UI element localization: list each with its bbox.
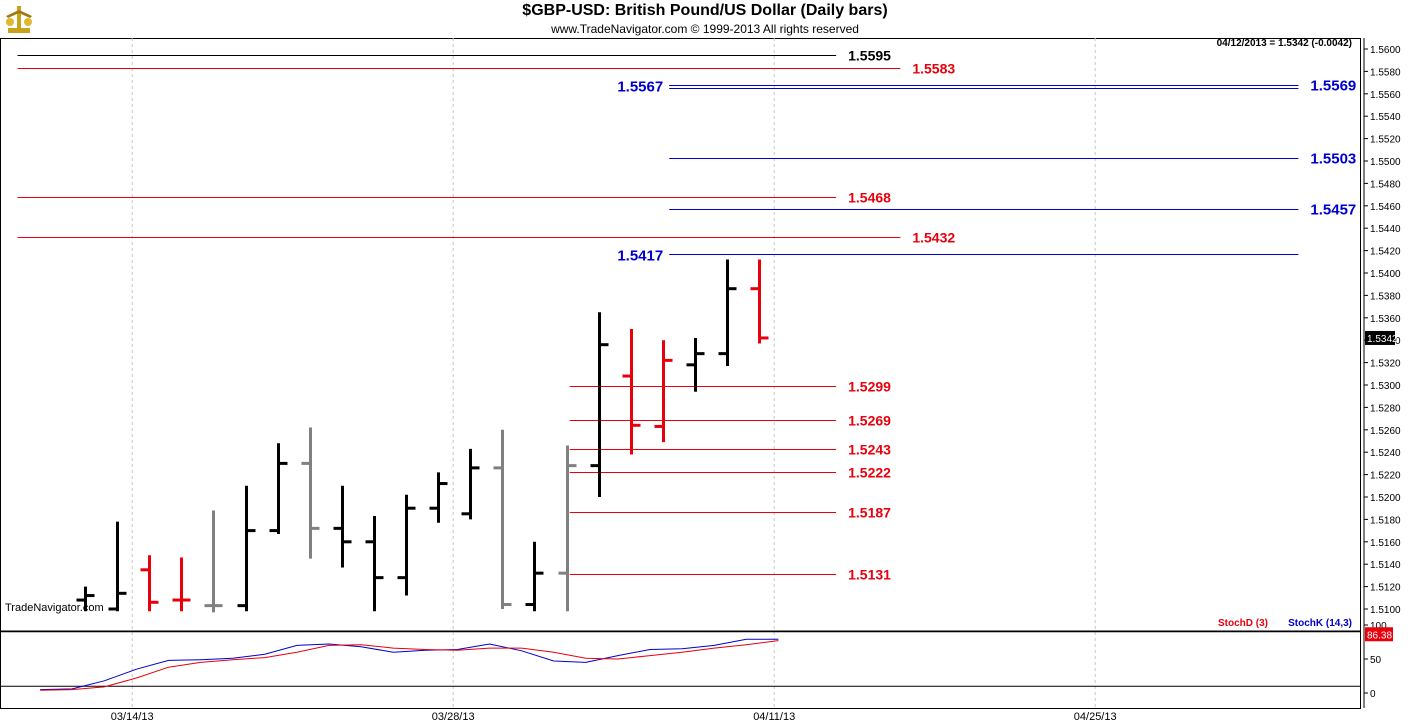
price-tick-label: 1.5380 <box>1370 291 1401 302</box>
level-label: 1.5503 <box>1310 151 1356 168</box>
last-price-label: 1.5342 <box>1367 334 1398 345</box>
ohlc-bar <box>558 445 577 612</box>
price-tick-label: 1.5600 <box>1370 45 1401 56</box>
chart-frame <box>0 38 1361 709</box>
stoch-last-value-box <box>1365 627 1393 642</box>
price-tick-label: 1.5160 <box>1370 538 1401 549</box>
ohlc-bar <box>654 340 673 443</box>
price-tick-label: 1.5180 <box>1370 515 1401 526</box>
ohlc-bar <box>76 586 95 612</box>
price-tick-label: 1.5400 <box>1370 269 1401 280</box>
last-quote: 04/12/2013 = 1.5342 (-0.0042) <box>1217 38 1352 49</box>
stoch-k-line <box>40 638 779 691</box>
level-label: 1.5567 <box>617 79 663 96</box>
price-tick-label: 1.5420 <box>1370 247 1401 258</box>
stoch-d-line <box>40 640 779 691</box>
chart-subtitle: www.TradeNavigator.com © 1999-2013 All r… <box>551 22 859 36</box>
stoch-tick-label: 50 <box>1370 655 1382 666</box>
level-label: 1.5468 <box>848 190 891 206</box>
stoch-k-legend: StochK (14,3) <box>1288 618 1352 629</box>
price-tick-label: 1.5560 <box>1370 90 1401 101</box>
ohlc-bar <box>140 555 159 612</box>
level-label: 1.5569 <box>1310 78 1356 95</box>
price-tick-label: 1.5100 <box>1370 605 1401 616</box>
level-label: 1.5457 <box>1310 202 1356 219</box>
price-tick-label: 1.5120 <box>1370 583 1401 594</box>
ohlc-bar <box>301 427 320 559</box>
date-tick-label: 04/25/13 <box>1074 711 1117 723</box>
date-tick-label: 03/28/13 <box>432 711 475 723</box>
price-tick-label: 1.5220 <box>1370 471 1401 482</box>
price-tick-label: 1.5480 <box>1370 179 1401 190</box>
price-tick-label: 1.5460 <box>1370 202 1401 213</box>
ohlc-bar <box>686 337 705 392</box>
ohlc-bar <box>718 259 737 366</box>
price-tick-label: 1.5300 <box>1370 381 1401 392</box>
ohlc-bar <box>108 521 127 612</box>
price-tick-label: 1.5520 <box>1370 135 1401 146</box>
level-label: 1.5432 <box>912 230 955 246</box>
ohlc-bar <box>397 494 416 596</box>
ohlc-bar <box>333 485 352 568</box>
chart-title: $GBP-USD: British Pound/US Dollar (Daily… <box>522 2 888 19</box>
date-tick-label: 03/14/13 <box>111 711 154 723</box>
level-label: 1.5417 <box>617 248 663 265</box>
price-tick-label: 1.5320 <box>1370 359 1401 370</box>
price-tick-label: 1.5200 <box>1370 493 1401 504</box>
ohlc-bar <box>365 516 384 612</box>
ohlc-bar <box>525 541 544 612</box>
price-tick-label: 1.5580 <box>1370 67 1401 78</box>
level-label: 1.5131 <box>848 567 891 583</box>
ohlc-bar <box>750 259 769 344</box>
ohlc-bar <box>590 312 609 497</box>
ohlc-bar <box>429 472 448 523</box>
stoch-tick-label: 0 <box>1370 689 1376 700</box>
price-tick-label: 1.5140 <box>1370 560 1401 571</box>
price-tick-label: 1.5240 <box>1370 448 1401 459</box>
stoch-last-value-label: 86.38 <box>1367 630 1392 641</box>
ohlc-bar <box>269 443 288 534</box>
level-label: 1.5243 <box>848 442 891 458</box>
ohlc-bar <box>172 557 191 612</box>
level-label: 1.5187 <box>848 505 891 521</box>
level-label: 1.5595 <box>848 48 891 64</box>
stoch-d-legend: StochD (3) <box>1218 618 1268 629</box>
price-tick-label: 1.5280 <box>1370 403 1401 414</box>
date-tick-label: 04/11/13 <box>753 711 795 723</box>
price-tick-label: 1.5500 <box>1370 157 1401 168</box>
level-label: 1.5299 <box>848 379 891 395</box>
watermark: TradeNavigator.com <box>5 602 104 614</box>
ohlc-bar <box>461 448 480 520</box>
level-label: 1.5583 <box>912 61 955 77</box>
price-tick-label: 1.5540 <box>1370 112 1401 123</box>
price-tick-label: 1.5360 <box>1370 314 1401 325</box>
trade-navigator-logo-icon <box>6 6 32 33</box>
ohlc-bar <box>493 429 512 609</box>
last-price-box <box>1365 330 1395 345</box>
price-tick-label: 1.5440 <box>1370 224 1401 235</box>
stoch-tick-label: 100 <box>1370 621 1387 632</box>
price-tick-label: 1.5260 <box>1370 426 1401 437</box>
ohlc-bar <box>237 485 256 612</box>
ohlc-bar <box>622 329 641 455</box>
level-label: 1.5269 <box>848 413 891 429</box>
level-label: 1.5222 <box>848 465 891 481</box>
ohlc-bar <box>204 510 223 613</box>
